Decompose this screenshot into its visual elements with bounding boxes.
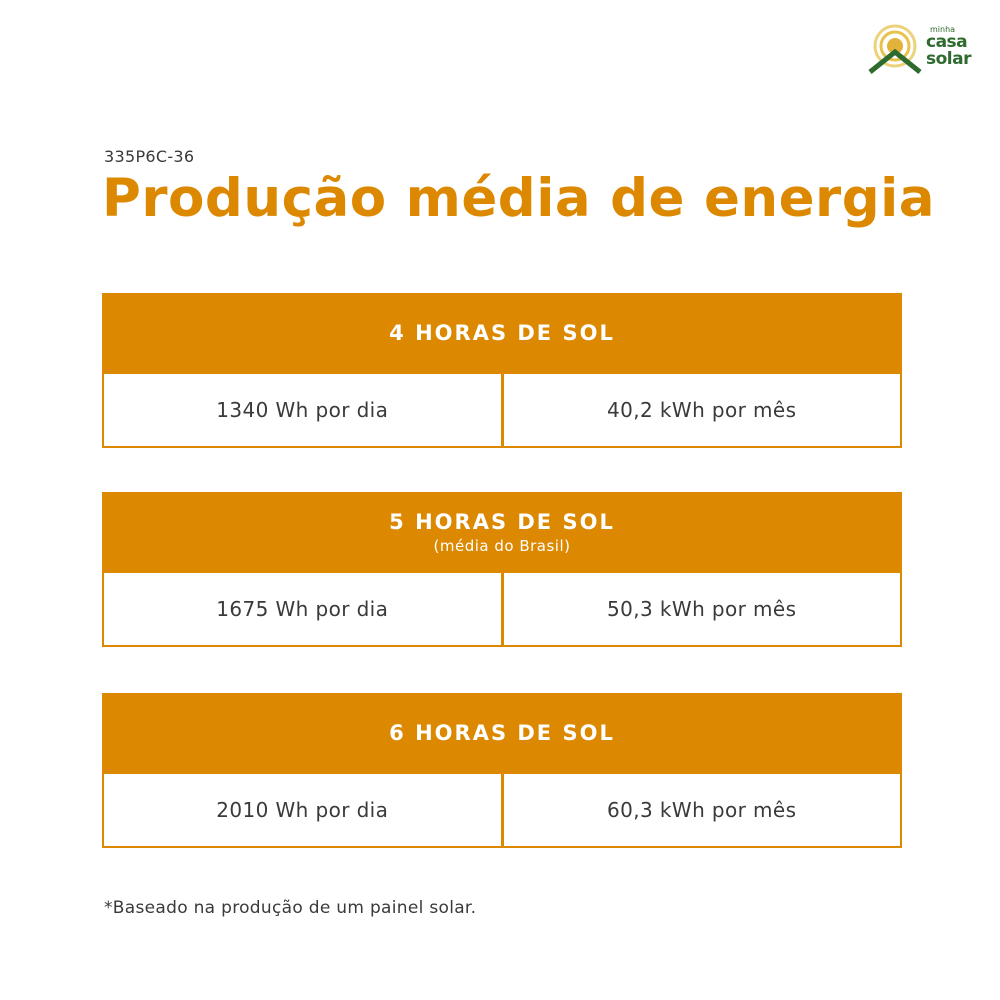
block-header: 4 HORAS DE SOL: [104, 295, 900, 371]
sun-hours-block-4: 4 HORAS DE SOL 1340 Wh por dia 40,2 kWh …: [102, 293, 902, 448]
brand-logo: minha casa solar: [868, 22, 980, 76]
daily-production: 1340 Wh por dia: [216, 398, 389, 422]
block-values-row: 1675 Wh por dia 50,3 kWh por mês: [104, 570, 900, 645]
daily-production: 1675 Wh por dia: [216, 597, 389, 621]
block-values-row: 1340 Wh por dia 40,2 kWh por mês: [104, 371, 900, 446]
monthly-production: 60,3 kWh por mês: [500, 774, 901, 846]
block-values-row: 2010 Wh por dia 60,3 kWh por mês: [104, 771, 900, 846]
monthly-production: 50,3 kWh por mês: [500, 573, 901, 645]
sun-hours-block-6: 6 HORAS DE SOL 2010 Wh por dia 60,3 kWh …: [102, 693, 902, 848]
block-subtitle: (média do Brasil): [433, 536, 571, 555]
block-title: 5 HORAS DE SOL: [389, 509, 615, 534]
footnote: *Baseado na produção de um painel solar.: [104, 898, 477, 918]
model-code: 335P6C-36: [104, 147, 195, 166]
logo-wordmark: minha casa solar: [926, 25, 971, 69]
block-title: 6 HORAS DE SOL: [389, 721, 615, 745]
block-header: 6 HORAS DE SOL: [104, 695, 900, 771]
block-title: 4 HORAS DE SOL: [389, 321, 615, 345]
daily-production: 2010 Wh por dia: [216, 798, 389, 822]
monthly-production: 40,2 kWh por mês: [500, 374, 901, 446]
sun-house-icon: [868, 24, 922, 74]
block-header: 5 HORAS DE SOL (média do Brasil): [104, 494, 900, 570]
sun-hours-block-5: 5 HORAS DE SOL (média do Brasil) 1675 Wh…: [102, 492, 902, 647]
page-title: Produção média de energia: [102, 168, 936, 229]
